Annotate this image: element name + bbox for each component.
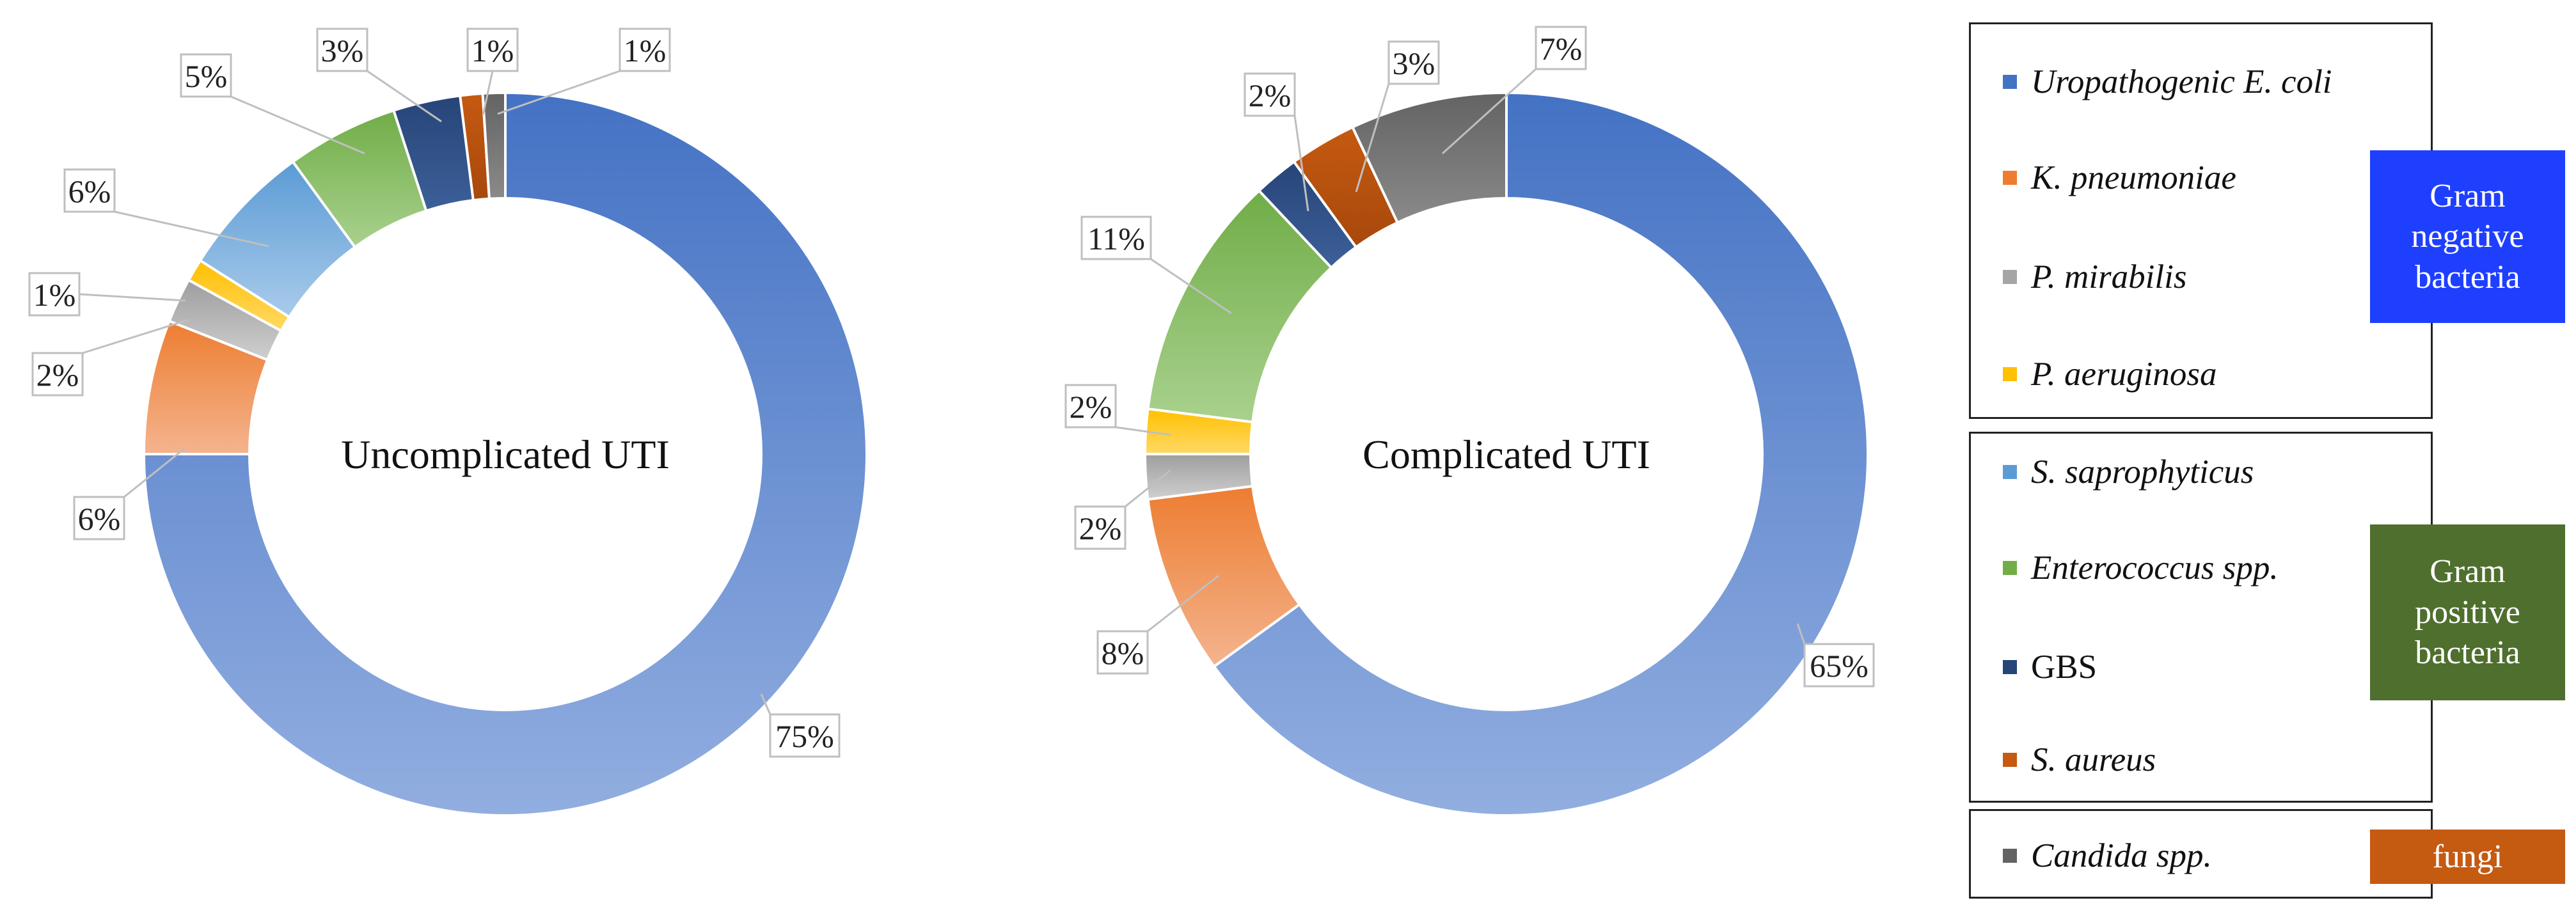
leader-line (1125, 469, 1171, 508)
data-label-p-mirabilis: 2% (1079, 510, 1122, 546)
legend-label: P. aeruginosa (2031, 356, 2217, 393)
data-label-p-mirabilis: 2% (36, 357, 79, 393)
slice-uropathogenic-e-coli (142, 91, 868, 817)
legend-group-tag: Gram negative bacteria (2370, 150, 2565, 323)
data-label-box (1244, 72, 1296, 117)
data-label-gbs: 2% (1249, 77, 1292, 113)
leader-line (1115, 426, 1171, 436)
data-label-enterococcus-spp: 5% (185, 58, 228, 94)
slice-candida-spp (481, 91, 507, 200)
legend-swatch (2003, 753, 2017, 767)
data-label-p-aeruginosa: 1% (33, 277, 76, 313)
data-label-uropathogenic-e-coli: 75% (775, 718, 834, 754)
legend-item-p-aeruginosa: P. aeruginosa (2003, 355, 2217, 393)
leader-line (367, 70, 442, 123)
legend-swatch (2003, 171, 2017, 185)
donut-center-label: Uncomplicated UTI (341, 432, 670, 477)
legend-item-enterococcus-spp: Enterococcus spp. (2003, 549, 2279, 587)
data-label-box (1803, 643, 1875, 688)
data-label-box (619, 28, 671, 72)
data-label-uropathogenic-e-coli: 65% (1810, 648, 1869, 684)
data-label-box (769, 713, 841, 758)
data-label-k-pneumoniae: 6% (78, 501, 121, 537)
legend-item-p-mirabilis: P. mirabilis (2003, 258, 2186, 296)
leader-line (123, 446, 186, 498)
leader-line (1441, 68, 1537, 155)
data-label-enterococcus-spp: 11% (1087, 221, 1145, 256)
legend-label: S. saprophyticus (2031, 453, 2254, 491)
data-label-gbs: 3% (321, 33, 364, 68)
legend-item-s-aureus: S. aureus (2003, 741, 2156, 779)
legend-group-3: Candida spp. (1969, 809, 2433, 899)
legend-group-2: S. saprophyticus Enterococcus spp. GBS S. a… (1969, 432, 2433, 803)
donut-center-label: Complicated UTI (1363, 432, 1650, 477)
legend-label: K. pneumoniae (2031, 159, 2236, 196)
data-label-p-aeruginosa: 2% (1070, 389, 1112, 425)
slice-uropathogenic-e-coli (1212, 91, 1870, 817)
data-label-candida-spp: 7% (1540, 31, 1583, 67)
legend-label: Enterococcus spp. (2031, 549, 2279, 586)
legend-item-uropathogenic-e-coli: Uropathogenic E. coli (2003, 63, 2332, 101)
leader-line (1293, 115, 1309, 212)
data-label-k-pneumoniae: 8% (1102, 635, 1144, 671)
data-label-box (63, 168, 116, 213)
legend-item-k-pneumoniae: K. pneumoniae (2003, 159, 2236, 197)
data-label-box (1074, 505, 1126, 550)
donut-chart-1: Uncomplicated UTI 75% 6% 2% 1% 6% 5% 3% 1% 1% (28, 28, 868, 817)
legend-swatch (2003, 75, 2017, 89)
data-label-box (1064, 384, 1117, 429)
legend-label: S. aureus (2031, 741, 2156, 778)
leader-line (760, 693, 771, 715)
legend-swatch (2003, 270, 2017, 284)
data-label-s-saprophyticus: 6% (68, 173, 111, 209)
legend-label: P. mirabilis (2031, 258, 2187, 295)
legend-group-1: Uropathogenic E. coli K. pneumoniae P. mir… (1969, 22, 2433, 419)
legend-swatch (2003, 465, 2017, 479)
data-label-box (1080, 216, 1152, 260)
legend-item-candida-spp: Candida spp. (2003, 837, 2212, 875)
legend-item-s-saprophyticus: S. saprophyticus (2003, 453, 2254, 491)
data-label-box (1535, 26, 1587, 70)
leader-line (114, 210, 269, 248)
legend-swatch (2003, 561, 2017, 575)
leader-line (497, 70, 620, 115)
legend-label: GBS (2031, 649, 2098, 686)
data-label-s-aureus: 1% (471, 33, 514, 68)
leader-line (1147, 574, 1219, 633)
legend-group-tag: Gram positive bacteria (2370, 524, 2565, 700)
leader-line (82, 319, 189, 354)
legend-label: Uropathogenic E. coli (2031, 63, 2332, 100)
legend-label: Candida spp. (2031, 837, 2212, 874)
leader-line (230, 95, 365, 155)
legend-item-gbs: GBS (2003, 648, 2097, 686)
leader-line (1796, 623, 1806, 645)
leader-line (79, 293, 186, 302)
leader-line (482, 70, 494, 116)
legend-swatch (2003, 367, 2017, 381)
legend-swatch (2003, 849, 2017, 863)
legend-swatch (2003, 660, 2017, 674)
legend-group-tag: fungi (2370, 830, 2565, 884)
data-label-box (28, 272, 81, 317)
data-label-box (466, 28, 519, 72)
slice-candida-spp (1350, 91, 1508, 224)
data-label-box (180, 53, 232, 98)
data-label-box (1387, 40, 1440, 85)
data-label-box (73, 496, 125, 540)
data-label-candida-spp: 1% (624, 33, 667, 68)
donut-chart-2: Complicated UTI 65% 8% 2% 2% 11% 2% 3% 7% (1064, 26, 1875, 817)
leader-line (1150, 258, 1232, 315)
data-label-box (1096, 630, 1149, 675)
data-label-box (316, 28, 368, 72)
leader-line (1355, 83, 1390, 193)
data-label-s-aureus: 3% (1393, 45, 1435, 81)
data-label-box (31, 352, 84, 397)
